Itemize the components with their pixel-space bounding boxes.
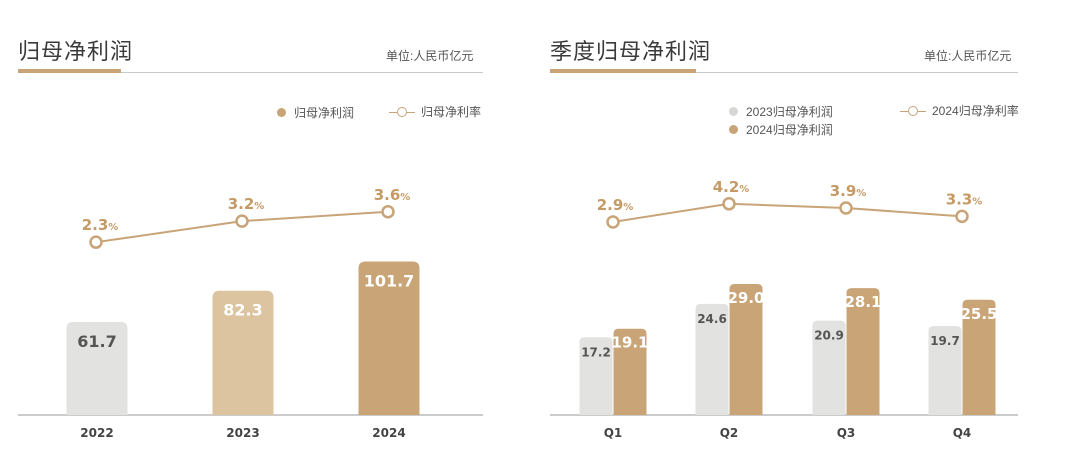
bar-value-label: 61.7 (77, 332, 116, 351)
rate-value-label: 2.3% (82, 216, 119, 234)
legend-line-marker-icon (389, 106, 415, 117)
annual-unit-label: 单位:人民币亿元 (386, 49, 474, 63)
annual-title-rule (18, 72, 483, 73)
annual-legend-line-label: 归母净利率 (421, 105, 482, 119)
bar-value-label: 29.0 (727, 289, 764, 307)
bar-2024-Q3 (846, 288, 880, 415)
bar-2024 (358, 261, 420, 415)
x-tick-label: Q2 (720, 426, 739, 440)
annual-chart-title: 归母净利润 (18, 39, 134, 64)
legend-dot-icon (729, 125, 738, 134)
bar-value-label: 101.7 (364, 271, 415, 290)
bar-2023-Q2 (695, 303, 729, 415)
annual-title-accent (18, 69, 121, 73)
quarterly-legend-line-label: 2024归母净利率 (932, 104, 1019, 118)
rate-value-label: 3.3% (946, 190, 983, 208)
rate-point (235, 214, 249, 228)
quarterly-legend-line: 2024归母净利率 (900, 102, 1019, 119)
quarterly-legend-2023: 2023归母净利润 (729, 103, 833, 120)
bar-value-label: 24.6 (697, 312, 727, 326)
bar-2023-Q3 (812, 320, 846, 415)
quarterly-legend-2024-label: 2024归母净利润 (746, 123, 833, 137)
x-tick-label: 2022 (80, 426, 113, 440)
annual-chart-svg: 61.7 2022 82.3 2023 101.7 2024 2.3% 3.2% 3.6% (18, 186, 483, 440)
x-tick-label: Q4 (953, 426, 972, 440)
bar-2024-Q1 (613, 328, 647, 415)
rate-series-line (612, 202, 963, 223)
rate-point (722, 197, 736, 211)
x-tick-label: Q3 (837, 426, 856, 440)
bar-2024-Q4 (962, 299, 996, 415)
bar-value-label: 28.1 (844, 293, 881, 311)
rate-point (606, 215, 620, 229)
rate-value-label: 3.2% (228, 195, 265, 213)
quarterly-unit-label: 单位:人民币亿元 (924, 49, 1012, 63)
bar-2022 (66, 321, 128, 415)
rate-point (839, 201, 853, 215)
rate-point (381, 205, 395, 219)
bar-2023-Q4 (928, 326, 962, 415)
quarterly-title-rule (550, 72, 1018, 73)
quarterly-chart-title: 季度归母净利润 (550, 39, 712, 64)
x-tick-label: 2024 (372, 426, 405, 440)
x-tick-label: Q1 (604, 426, 623, 440)
rate-point (89, 235, 103, 249)
annual-profit-panel: 归母净利润 单位:人民币亿元 归母净利润 归母净利率 61.7 2022 82.3 2… (0, 0, 500, 456)
rate-point (955, 209, 969, 224)
bar-value-label: 82.3 (223, 301, 262, 320)
bar-value-label: 19.7 (930, 334, 960, 348)
quarterly-chart-svg: 17.219.1 Q1 24.629.0 Q2 20.9 28.1 Q3 19.725.5 Q4… (550, 178, 1018, 440)
bar-2023 (212, 290, 274, 415)
bar-value-label: 19.1 (611, 334, 648, 352)
quarterly-title-accent (550, 69, 696, 73)
bar-value-label: 25.5 (960, 305, 997, 323)
legend-line-marker-icon (900, 105, 926, 116)
bar-value-label: 17.2 (581, 345, 611, 359)
rate-value-label: 3.9% (830, 182, 867, 200)
bar-value-label: 20.9 (814, 329, 844, 343)
rate-value-label: 4.2% (713, 178, 750, 196)
rate-value-label: 3.6% (374, 186, 411, 204)
legend-dot-icon (277, 108, 286, 117)
quarterly-profit-panel: 季度归母净利润 单位:人民币亿元 2023归母净利润 2024归母净利润 202… (530, 0, 1080, 456)
quarterly-legend-2023-label: 2023归母净利润 (746, 105, 833, 119)
bar-2023-Q1 (579, 337, 613, 415)
legend-dot-icon (729, 107, 738, 116)
bar-2024-Q2 (729, 284, 763, 415)
rate-value-label: 2.9% (597, 196, 634, 214)
annual-legend-line: 归母净利率 (389, 103, 481, 120)
quarterly-legend-2024: 2024归母净利润 (729, 121, 833, 138)
x-tick-label: 2023 (226, 426, 259, 440)
annual-legend-bar-label: 归母净利润 (294, 106, 355, 120)
annual-legend-bar: 归母净利润 (277, 104, 354, 121)
